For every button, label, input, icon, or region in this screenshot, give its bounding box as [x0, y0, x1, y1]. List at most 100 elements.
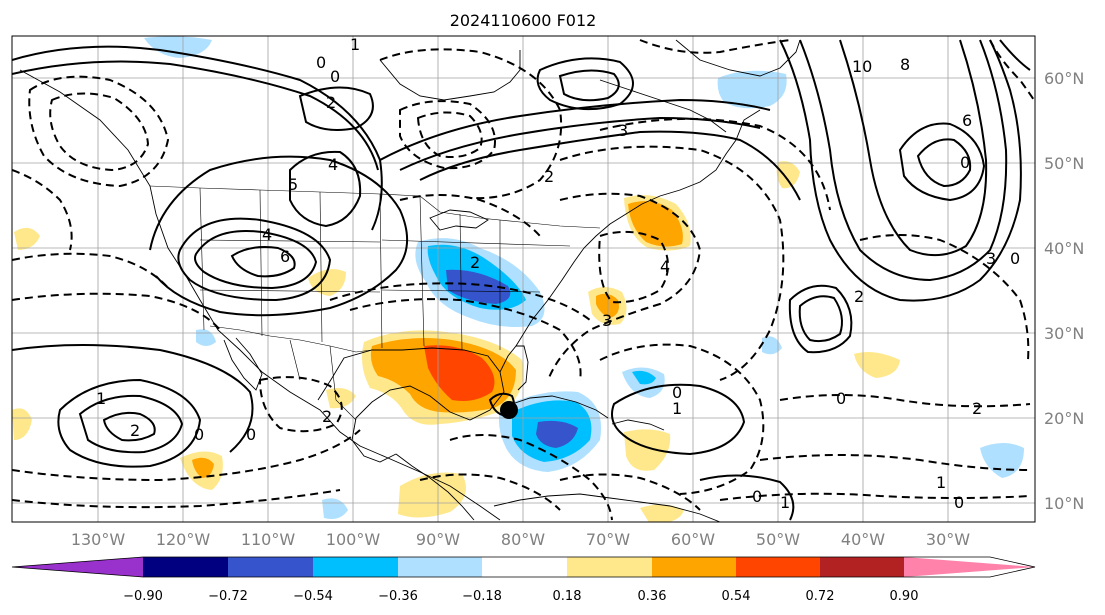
contour-atlantic-low: [898, 122, 986, 202]
contour-label: 2: [130, 421, 140, 440]
cool-anomaly-mid-atlantic: [762, 336, 782, 355]
colorbar-tick: −0.18: [462, 589, 502, 604]
colorbar-swatch: [904, 557, 1035, 577]
contour-label: 3: [986, 249, 996, 268]
warm-anomaly-south-atlantic: [854, 352, 900, 378]
dashed-east-atlantic: [779, 394, 1031, 408]
contour-label: 0: [672, 383, 682, 402]
contour-label: 0: [330, 67, 340, 86]
dashed-pacific-2: [12, 429, 361, 482]
hudson-bay: [379, 50, 521, 101]
graticule: [12, 36, 1035, 522]
warm-anomaly-cuba: [624, 429, 671, 471]
lon-label: 100°W: [326, 530, 381, 549]
dashed-east-coast-2: [598, 230, 669, 304]
dashed-contours: [12, 39, 1035, 521]
contour-label: 5: [288, 175, 298, 194]
greenland: [675, 39, 801, 77]
lon-label: 120°W: [156, 530, 211, 549]
dashed-pacific-3: [12, 489, 341, 509]
contour-label: 2: [972, 399, 982, 418]
contour-label: 2: [854, 287, 864, 306]
cool-anomaly-hudson: [144, 36, 212, 58]
cool-anomaly-mexico-west: [196, 329, 216, 346]
contour-atlantic-wave: [699, 474, 795, 521]
contour-trough-west-1: [177, 217, 332, 302]
contour-label: 0: [752, 487, 762, 506]
dashed-east-coast-1: [547, 192, 702, 381]
contour-label: 2: [470, 253, 480, 272]
contour-label: 2: [322, 407, 332, 426]
cool-anomaly-greenland: [717, 70, 787, 109]
colorbar-tick: −0.72: [208, 589, 248, 604]
warm-anomaly-central-atlantic: [776, 161, 800, 189]
contour-label: 0: [836, 389, 846, 408]
contour-pacific-high-3: [102, 411, 156, 442]
lon-label: 110°W: [241, 530, 296, 549]
contour-jet-west: [149, 155, 409, 317]
lon-label: 130°W: [71, 530, 126, 549]
cool-anomaly-plains-core: [446, 269, 511, 304]
colorbar-tick: 0.54: [722, 589, 751, 604]
colorbar-tick: −0.54: [293, 589, 333, 604]
contour-label: 4: [660, 257, 670, 276]
contour-north-atlantic-2: [799, 39, 1008, 282]
contour-caribbean-ring: [611, 383, 746, 456]
contour-trough-west-3: [230, 246, 296, 278]
cool-anomaly-honduras: [322, 498, 348, 519]
lat-label: 40°N: [1044, 239, 1084, 258]
colorbar-tick: −0.90: [123, 589, 163, 604]
contour-label: 1: [350, 35, 360, 54]
latitude-labels: 60°N 50°N 40°N 30°N 20°N 10°N: [1044, 69, 1084, 513]
dashed-canada-trough: [379, 48, 563, 200]
dashed-caribbean-2: [419, 473, 561, 511]
colorbar-swatch: [482, 557, 567, 577]
lon-label: 40°W: [841, 530, 885, 549]
dashed-central-plains: [399, 194, 541, 237]
dashed-east-atlantic-3: [719, 492, 1031, 501]
longitude-labels: 130°W 120°W 110°W 100°W 90°W 80°W 70°W 6…: [71, 530, 970, 549]
great-lakes: [429, 209, 489, 231]
cuba: [511, 395, 609, 419]
warm-anomaly-atlantic-north-inner: [628, 201, 683, 247]
hispaniola: [611, 419, 665, 431]
dashed-subtropical: [599, 343, 765, 495]
colorbar: −0.90 −0.72 −0.54 −0.36 −0.18 0.18 0.36 …: [11, 556, 1036, 604]
contour-mid-atlantic-ring-2: [798, 295, 843, 343]
lat-label: 60°N: [1044, 69, 1084, 88]
dashed-gulf-2: [329, 282, 591, 321]
contour-north-atlantic-3: [839, 39, 988, 257]
contour-canada-jet: [419, 130, 801, 201]
contour-label: 0: [960, 153, 970, 172]
cool-anomaly-subtropical-inner: [632, 370, 656, 385]
florida: [499, 345, 529, 391]
contour-label: 3: [618, 121, 628, 140]
colorbar-tick: 0.36: [638, 589, 667, 604]
colorbar-swatch: [398, 557, 482, 577]
contour-label: 0: [246, 425, 256, 444]
dashed-hudson-low: [399, 100, 496, 170]
colorbar-swatch: [820, 557, 904, 577]
dashed-hawaii-region: [12, 169, 73, 251]
contour-jet-north: [12, 45, 383, 231]
contour-label: 2: [544, 167, 554, 186]
colorbar-tick: −0.36: [378, 589, 418, 604]
atlantic-coast: [515, 109, 761, 347]
lat-label: 50°N: [1044, 154, 1084, 173]
cool-anomaly-caribbean-core: [536, 420, 578, 448]
contour-label: 0: [194, 425, 204, 444]
dashed-subtropical-2: [559, 473, 701, 511]
labrador-coast: [599, 79, 727, 133]
dashed-atlantic-1: [559, 145, 785, 381]
contour-label: 0: [1010, 249, 1020, 268]
warm-anomaly-mexico-coast: [326, 388, 356, 409]
colorbar-ticks: −0.90 −0.72 −0.54 −0.36 −0.18 0.18 0.36 …: [123, 589, 918, 604]
dashed-atlantic-2: [599, 117, 831, 211]
warm-anomaly-caribbean-south: [640, 504, 684, 522]
contour-trough-west-2: [194, 230, 318, 290]
lon-label: 50°W: [756, 530, 800, 549]
north-america-gulf-coast: [317, 347, 505, 463]
colorbar-swatches: [11, 556, 1036, 578]
state-lines: [199, 187, 571, 351]
warm-anomaly-central-america: [398, 472, 466, 518]
